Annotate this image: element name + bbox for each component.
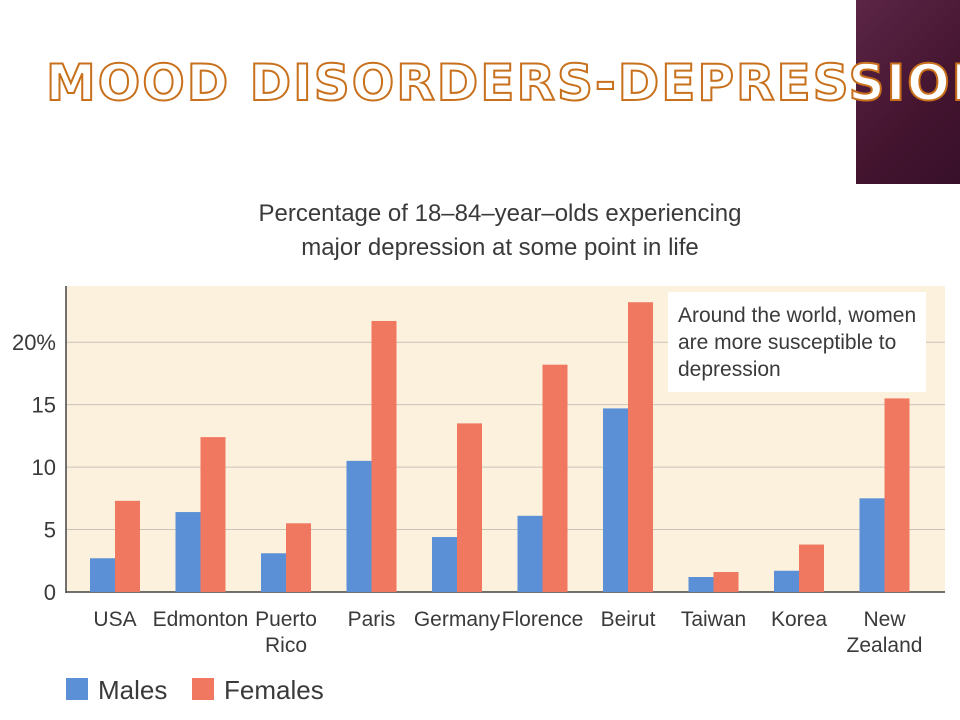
bar-females	[799, 544, 824, 592]
x-tick-label: New	[863, 608, 906, 631]
legend-label-females: Females	[224, 675, 324, 705]
bar-females	[286, 523, 311, 592]
annotation-text: depression	[678, 358, 781, 381]
x-tick-label: Germany	[414, 608, 501, 631]
x-tick-label: Taiwan	[681, 608, 746, 631]
bar-males	[517, 515, 543, 592]
annotation-text: are more susceptible to	[678, 331, 896, 354]
bar-males	[90, 558, 115, 592]
x-tick-label: Puerto	[255, 608, 317, 631]
chart-title-line-2: major depression at some point in life	[301, 234, 699, 261]
chart-title-line-1: Percentage of 18–84–year–olds experienci…	[258, 200, 742, 227]
bar-females	[115, 500, 140, 592]
x-tick-label: Korea	[771, 608, 827, 631]
bar-males	[261, 553, 286, 592]
y-tick-label: 5	[44, 518, 56, 543]
x-tick-label: Rico	[265, 634, 307, 657]
bar-females	[542, 364, 568, 592]
bar-females	[200, 437, 226, 592]
y-tick-label: 10	[32, 455, 56, 480]
bar-males	[603, 408, 628, 592]
x-tick-label: Beirut	[601, 608, 656, 631]
x-tick-label: Paris	[348, 608, 396, 631]
bar-females	[628, 302, 653, 592]
decorative-corner-block	[856, 0, 960, 184]
x-tick-label: Edmonton	[153, 608, 249, 631]
bar-females	[713, 572, 739, 592]
bar-females	[884, 398, 910, 592]
bar-males	[346, 460, 372, 592]
bar-females	[371, 320, 397, 592]
y-tick-label: 20%	[12, 330, 56, 355]
bar-males	[859, 498, 885, 592]
bar-males	[432, 537, 457, 592]
annotation-box	[668, 292, 926, 392]
y-tick-label: 15	[32, 393, 56, 418]
bar-females	[457, 423, 482, 592]
bar-males	[175, 512, 201, 592]
slide-title: Mood Disorders-Depression	[45, 54, 960, 112]
legend-swatch-females	[192, 678, 214, 700]
x-tick-label: Florence	[502, 608, 584, 631]
bar-males	[774, 570, 799, 592]
annotation-text: Around the world, women	[678, 304, 916, 327]
legend-swatch-males	[66, 678, 88, 700]
y-tick-label: 0	[44, 580, 56, 605]
legend-label-males: Males	[98, 675, 167, 705]
bar-males	[688, 577, 714, 592]
x-tick-label: USA	[93, 608, 136, 631]
x-tick-label: Zealand	[847, 634, 923, 657]
